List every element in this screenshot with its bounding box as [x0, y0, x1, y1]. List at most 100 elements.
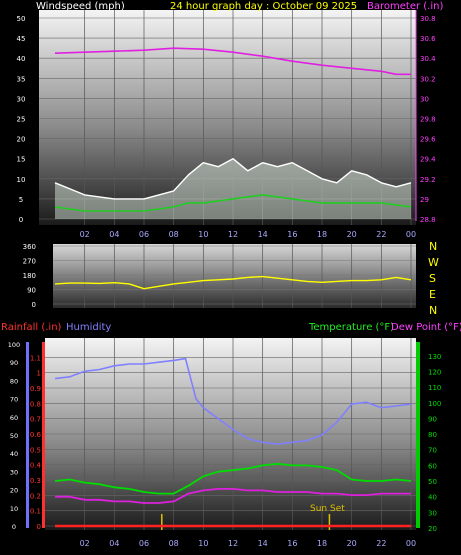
barometer-line [54, 47, 411, 76]
wind-x-tick-label: 06 [139, 230, 149, 239]
temp-y-tick-label: 110 [428, 384, 441, 392]
baro-y-tick-label: 30 [420, 95, 429, 103]
temp-y-tick-label: 130 [428, 353, 441, 361]
compass-w: W [428, 256, 439, 269]
dir-y-tick-label: 90 [27, 287, 36, 295]
wind-gust-line [54, 157, 412, 200]
rain-y-tick-label: 0.2 [30, 492, 41, 500]
wind-gust-area [55, 158, 411, 219]
compass-n-top: N [429, 240, 437, 253]
barometer-label: Barometer (.in) [367, 1, 443, 12]
rain-y-tick-label: 0.9 [30, 385, 41, 393]
baro-y-tick-label: 30.6 [420, 35, 436, 43]
temp-x-tick-label: 20 [347, 539, 357, 548]
temp-y-tick-label: 50 [428, 478, 437, 486]
humidity-y-tick-label: 10 [10, 505, 18, 513]
humidity-label: Humidity [66, 322, 111, 333]
baro-y-tick-label: 29.8 [420, 116, 436, 124]
temp-x-tick-label: 08 [169, 539, 179, 548]
humidity-y-tick-label: 40 [10, 450, 18, 458]
humidity-y-tick-label: 30 [10, 468, 18, 476]
temp-x-tick-label: 00 [406, 539, 416, 548]
compass-e: E [429, 288, 436, 301]
wind-x-tick-label: 10 [198, 230, 208, 239]
rain-y-tick-label: 0.3 [30, 477, 41, 485]
dir-y-tick-label: 270 [23, 258, 36, 266]
humidity-y-tick-label: 0 [12, 523, 16, 531]
rain-y-tick-label: 1 [37, 370, 41, 378]
wind-y-tick-label: 45 [17, 35, 26, 43]
rain-y-tick-label: 0.8 [30, 400, 41, 408]
wind-y-tick-label: 30 [17, 95, 26, 103]
humidity-y-tick-label: 90 [10, 359, 18, 367]
dir-y-tick-label: 180 [23, 272, 36, 280]
baro-y-tick-label: 29.2 [420, 176, 436, 184]
temp-x-tick-label: 22 [376, 539, 386, 548]
humidity-y-tick-label: 70 [10, 396, 18, 404]
baro-y-tick-label: 30.2 [420, 75, 436, 83]
temp-x-tick-label: 04 [109, 539, 119, 548]
temp-y-tick-label: 80 [428, 431, 437, 439]
wind-direction-line [54, 275, 412, 290]
temp-x-tick-label: 06 [139, 539, 149, 548]
wind-y-tick-label: 40 [17, 55, 26, 63]
rain-y-tick-label: 0.6 [30, 431, 42, 439]
humidity-y-tick-label: 20 [10, 487, 18, 495]
temp-x-tick-label: 14 [258, 539, 268, 548]
rain-axis-bar [42, 342, 45, 528]
wind-y-tick-label: 10 [17, 176, 26, 184]
temperature-label: Temperature (°F) [308, 322, 394, 333]
rain-y-tick-label: 0.1 [30, 508, 41, 516]
wind-y-tick-label: 50 [17, 15, 26, 23]
sun-set-label: Sun Set [310, 504, 345, 514]
windspeed-label: Windspeed (mph) [36, 1, 125, 12]
wind-x-tick-label: 14 [258, 230, 268, 239]
temp-axis-bar [416, 342, 420, 528]
temp-x-tick-label: 18 [317, 539, 327, 548]
temp-x-tick-label: 12 [228, 539, 238, 548]
temp-y-tick-label: 30 [428, 509, 437, 517]
dir-y-tick-label: 0 [32, 301, 36, 309]
temp-y-tick-label: 120 [428, 368, 441, 376]
wind-x-tick-label: 02 [80, 230, 90, 239]
wind-x-tick-label: 00 [406, 230, 416, 239]
baro-y-tick-label: 29 [420, 196, 429, 204]
baro-y-tick-label: 30.4 [420, 55, 436, 63]
rain-y-tick-label: 0 [37, 523, 41, 531]
wind-y-tick-label: 25 [17, 116, 26, 124]
wind-y-tick-label: 0 [19, 216, 23, 224]
humidity-line [54, 357, 412, 445]
wind-y-tick-label: 5 [19, 196, 23, 204]
wind-x-tick-label: 16 [287, 230, 297, 239]
direction-plot-area [53, 244, 416, 308]
dewpoint-line [55, 487, 411, 504]
temp-y-tick-label: 100 [428, 400, 441, 408]
temp-x-tick-label: 10 [198, 539, 208, 548]
rain-y-tick-label: 1.1 [30, 354, 41, 362]
dewpoint-label: Dew Point (°F) [391, 322, 461, 333]
humidity-y-tick-label: 50 [10, 432, 18, 440]
temp-y-tick-label: 40 [428, 494, 437, 502]
compass-s: S [429, 272, 436, 285]
wind-speed-line [54, 194, 412, 212]
wind-plot-area [39, 10, 416, 225]
humidity-y-tick-label: 60 [10, 414, 18, 422]
humidity-y-tick-label: 100 [8, 341, 20, 349]
humidity-y-tick-label: 80 [10, 377, 18, 385]
dir-y-tick-label: 360 [23, 243, 36, 251]
temp-x-tick-label: 02 [80, 539, 90, 548]
rain-y-tick-label: 0.5 [30, 446, 41, 454]
baro-y-tick-label: 29.4 [420, 156, 436, 164]
rain-y-tick-label: 0.7 [30, 416, 41, 424]
temp-y-tick-label: 90 [428, 415, 437, 423]
graph-title: 24 hour graph day : October 09 2025 [170, 1, 357, 12]
temp-y-tick-label: 60 [428, 462, 437, 470]
baro-y-tick-label: 30.8 [420, 15, 436, 23]
baro-y-tick-label: 28.8 [420, 216, 436, 224]
temp-y-tick-label: 20 [428, 525, 437, 533]
wind-x-tick-label: 12 [228, 230, 238, 239]
wind-x-tick-label: 18 [317, 230, 327, 239]
rainfall-label: Rainfall (.in) [1, 322, 62, 333]
humidity-axis-bar [26, 342, 29, 528]
